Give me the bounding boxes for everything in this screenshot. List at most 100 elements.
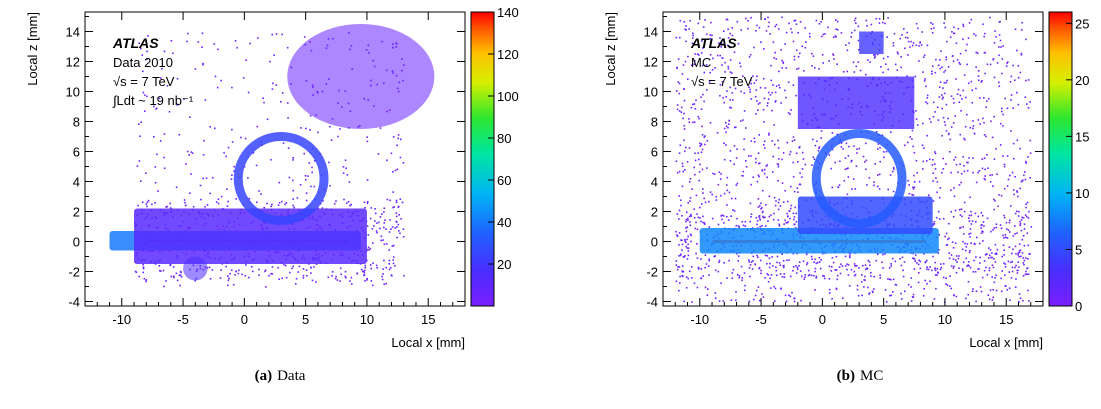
noise-bin <box>1026 267 1028 270</box>
noise-bin <box>814 258 816 261</box>
noise-bin <box>981 158 984 160</box>
noise-bin <box>956 59 959 61</box>
noise-bin <box>709 34 712 36</box>
noise-bin <box>962 156 964 158</box>
noise-bin <box>1007 260 1010 263</box>
noise-bin <box>694 227 697 230</box>
noise-bin <box>933 298 936 300</box>
noise-bin <box>269 60 271 63</box>
noise-bin <box>802 158 805 160</box>
noise-bin <box>959 227 961 229</box>
noise-bin <box>729 46 731 49</box>
noise-bin <box>965 249 967 252</box>
noise-bin <box>951 31 953 33</box>
noise-bin <box>796 187 799 189</box>
noise-bin <box>1001 72 1003 75</box>
noise-bin <box>376 231 378 234</box>
noise-bin <box>901 298 903 300</box>
noise-bin <box>366 278 368 280</box>
noise-bin <box>237 272 240 275</box>
noise-bin <box>998 21 1001 23</box>
noise-bin <box>740 265 743 268</box>
noise-bin <box>915 44 918 46</box>
noise-bin <box>263 206 265 209</box>
noise-bin <box>831 132 834 134</box>
noise-bin <box>186 40 188 43</box>
noise-bin <box>786 212 788 215</box>
noise-bin <box>700 52 703 54</box>
noise-bin <box>864 268 867 271</box>
noise-bin <box>952 267 955 269</box>
noise-bin <box>380 239 382 242</box>
noise-bin <box>729 160 732 162</box>
noise-bin <box>785 67 788 69</box>
noise-bin <box>364 266 366 269</box>
noise-bin <box>912 293 915 296</box>
noise-bin <box>907 37 909 39</box>
noise-bin <box>363 269 366 272</box>
noise-bin <box>740 90 742 93</box>
noise-bin <box>234 40 237 42</box>
noise-bin <box>946 79 948 82</box>
noise-bin <box>179 274 182 276</box>
noise-bin <box>953 102 955 104</box>
noise-bin <box>284 203 286 206</box>
noise-bin <box>340 267 342 270</box>
noise-bin <box>349 204 351 207</box>
noise-bin <box>229 273 231 275</box>
noise-bin <box>305 199 308 202</box>
noise-bin <box>1001 110 1003 113</box>
noise-bin <box>750 79 752 82</box>
noise-bin <box>972 120 974 122</box>
noise-bin <box>728 119 730 122</box>
noise-bin <box>760 208 762 210</box>
noise-bin <box>930 121 932 123</box>
noise-bin <box>952 60 955 62</box>
noise-bin <box>778 198 780 201</box>
noise-bin <box>955 295 958 298</box>
noise-bin <box>292 179 294 182</box>
noise-bin <box>983 177 986 180</box>
noise-bin <box>931 65 934 67</box>
noise-bin <box>252 270 254 273</box>
noise-bin <box>768 257 771 259</box>
noise-bin <box>381 275 383 278</box>
noise-bin <box>750 216 752 218</box>
noise-bin <box>706 89 708 91</box>
noise-bin <box>679 275 681 278</box>
noise-bin <box>814 289 816 291</box>
noise-bin <box>763 172 766 175</box>
noise-bin <box>792 176 795 178</box>
noise-bin <box>678 244 680 246</box>
noise-bin <box>912 42 915 44</box>
noise-bin <box>186 32 189 35</box>
noise-bin <box>723 192 726 195</box>
noise-bin <box>917 27 919 30</box>
noise-bin <box>875 259 878 262</box>
noise-bin <box>788 210 791 212</box>
noise-bin <box>998 81 1000 84</box>
noise-bin <box>702 47 704 49</box>
noise-bin <box>823 275 825 277</box>
noise-bin <box>943 71 945 73</box>
noise-bin <box>770 287 772 289</box>
noise-bin <box>892 278 895 281</box>
noise-bin <box>831 148 834 151</box>
noise-bin <box>847 176 850 178</box>
noise-bin <box>828 60 830 62</box>
noise-bin <box>862 155 865 158</box>
noise-bin <box>729 150 732 152</box>
colorbar-tick-label: 100 <box>497 89 519 104</box>
noise-bin <box>936 106 939 109</box>
noise-bin <box>873 184 875 187</box>
noise-bin <box>388 263 390 265</box>
noise-bin <box>959 214 962 216</box>
noise-bin <box>1007 229 1010 231</box>
noise-bin <box>845 142 848 145</box>
noise-bin <box>941 66 943 68</box>
noise-bin <box>696 243 698 245</box>
noise-bin <box>847 155 850 157</box>
noise-bin <box>1010 277 1013 279</box>
noise-bin <box>943 82 946 84</box>
noise-bin <box>900 66 902 69</box>
